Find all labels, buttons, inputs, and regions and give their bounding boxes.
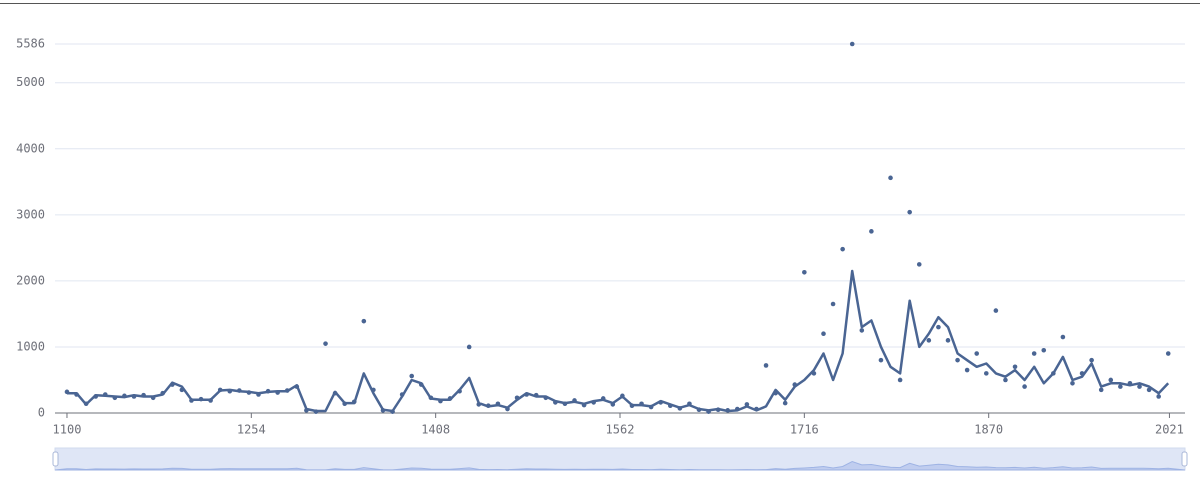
- scatter-point: [849, 41, 855, 47]
- slider-track[interactable]: [54, 447, 1186, 471]
- y-tick-label: 5586: [16, 37, 45, 51]
- scatter-point: [1031, 351, 1037, 356]
- scatter-point: [1041, 347, 1047, 353]
- scatter-point: [878, 357, 884, 363]
- scatter-point: [802, 269, 807, 275]
- zoom-slider[interactable]: [52, 447, 1188, 471]
- scatter-point: [1089, 357, 1094, 363]
- scatter-point: [763, 363, 769, 368]
- slider-handle[interactable]: [1181, 451, 1188, 467]
- scatter-point: [1012, 364, 1018, 370]
- y-tick-label: 0: [38, 406, 45, 420]
- scatter-point: [974, 351, 980, 356]
- scatter-point: [907, 209, 912, 215]
- slider-handle[interactable]: [52, 451, 59, 467]
- scatter-point: [830, 301, 836, 307]
- y-tick-label: 3000: [16, 207, 45, 221]
- plot: [64, 41, 1171, 414]
- x-tick-label: 1254: [237, 423, 266, 437]
- scatter-point: [1165, 351, 1171, 356]
- y-tick-label: 2000: [16, 273, 45, 287]
- scatter-point: [964, 367, 970, 373]
- scatter-point: [888, 175, 893, 181]
- scatter-point: [1156, 394, 1161, 399]
- scatter-point: [782, 400, 788, 406]
- scatter-point: [1137, 384, 1142, 389]
- scatter-point: [821, 331, 826, 337]
- scatter-point: [897, 377, 903, 383]
- slider-preview: [54, 460, 1186, 471]
- scatter-point: [983, 371, 989, 376]
- scatter-point: [993, 308, 999, 313]
- x-tick-label: 2021: [1155, 423, 1184, 437]
- scatter-point: [869, 229, 874, 234]
- x-tick-label: 1716: [790, 423, 819, 437]
- scatter-point: [945, 338, 951, 343]
- scatter-point: [1003, 377, 1008, 383]
- scatter-point: [1098, 387, 1104, 393]
- scatter-point: [1060, 334, 1066, 340]
- x-tick-label: 1562: [606, 423, 635, 437]
- scatter-point: [840, 246, 845, 252]
- scatter-point: [466, 344, 472, 350]
- scatter-point: [1108, 377, 1114, 383]
- scatter-point: [361, 318, 367, 324]
- scatter-point: [955, 357, 960, 363]
- y-tick-label: 1000: [16, 339, 45, 353]
- scatter-point: [1022, 384, 1027, 389]
- scatter-point: [936, 324, 941, 330]
- y-tick-label: 4000: [16, 141, 45, 155]
- x-tick-label: 1100: [53, 423, 82, 437]
- line-series: [67, 269, 1170, 413]
- x-tick-label: 1870: [974, 423, 1003, 437]
- y-tick-label: 5000: [16, 75, 45, 89]
- scatter-point: [916, 262, 922, 267]
- scatter-point: [323, 341, 328, 346]
- scatter-point: [409, 373, 415, 379]
- scatter-point: [1118, 384, 1123, 389]
- grid: 0 1000 2000 3000 4000 5000 5586 1100 1254 1408 156…: [16, 37, 1185, 437]
- scatter-point: [926, 338, 932, 343]
- x-tick-label: 1408: [421, 423, 450, 437]
- scatter-point: [1070, 380, 1075, 386]
- scatter-point: [859, 328, 865, 333]
